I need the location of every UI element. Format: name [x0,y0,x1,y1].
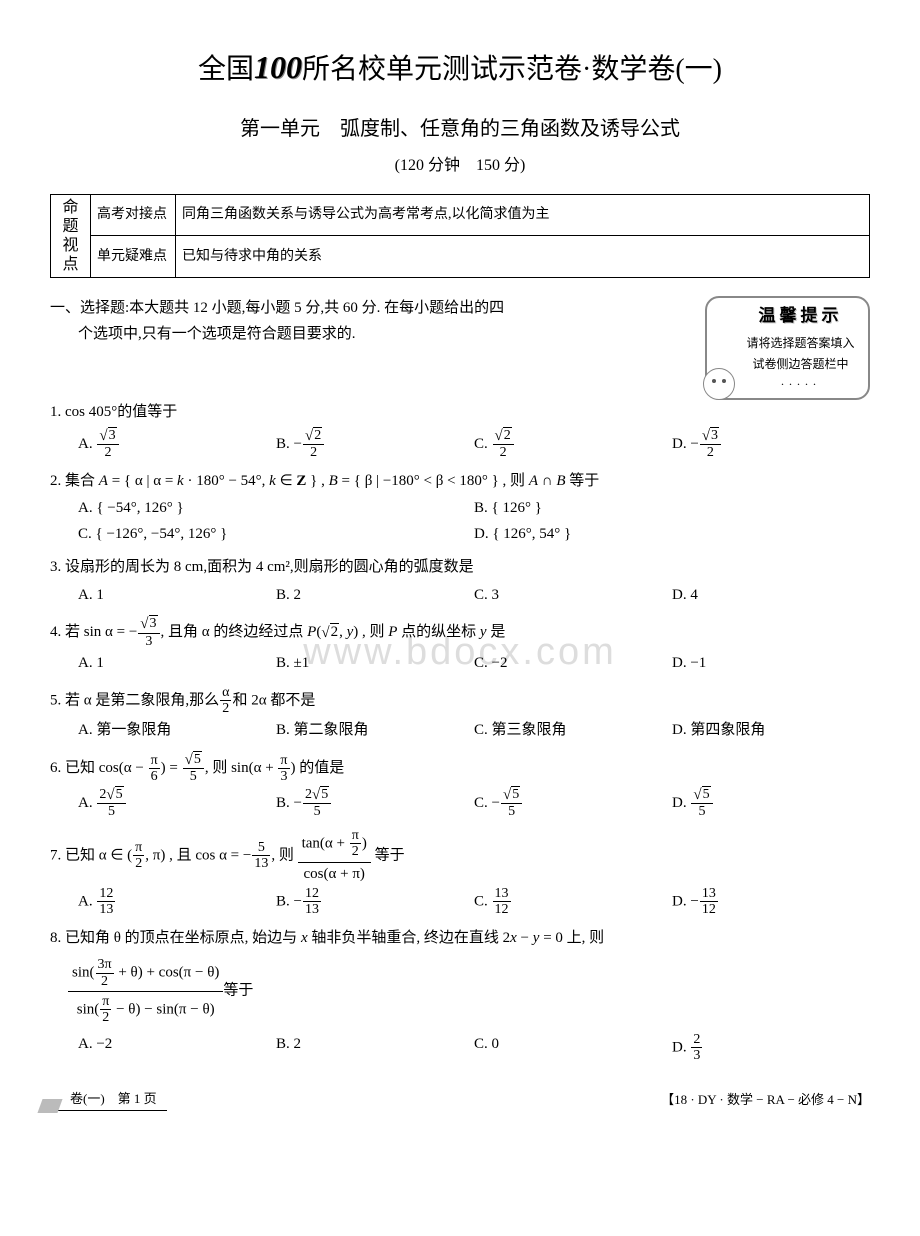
question-1: 1. cos 405°的值等于 A. √32 B. −√22 C. √22 D.… [50,400,870,460]
q7-C: C. 1312 [474,886,672,918]
timing: (120 分钟 150 分) [50,152,870,179]
q7-stem: 7. 已知 α ∈ (π2, π) , 且 cos α = −513, 则 ta… [50,828,870,884]
main-title: 全国100所名校单元测试示范卷·数学卷(一) [50,40,870,94]
q4-D: D. −1 [672,651,870,677]
q7-A: A. 1213 [78,886,276,918]
title-prefix: 全国 [198,54,254,85]
question-3: 3. 设扇形的周长为 8 cm,面积为 4 cm²,则扇形的圆心角的弧度数是 A… [50,555,870,608]
q1-B: B. −√22 [276,428,474,461]
q6-D: D. √55 [672,787,870,820]
q1-stem: 1. cos 405°的值等于 [50,400,870,426]
q2-A: A. { −54°, 126° } [78,496,474,522]
q5-stem: 5. 若 α 是第二象限角,那么α2和 2α 都不是 [50,685,870,717]
q1-D: D. −√32 [672,428,870,461]
q2-C: C. { −126°, −54°, 126° } [78,522,474,548]
q6-stem: 6. 已知 cos(α − π6) = √55, 则 sin(α + π3) 的… [50,752,870,785]
footer-left: 卷(一) 第 1 页 [50,1088,167,1111]
q3-A: A. 1 [78,583,276,609]
question-2: 2. 集合 A = { α | α = k · 180° − 54°, k ∈ … [50,469,870,548]
info-r2-label: 单元疑难点 [91,236,176,278]
q5-C: C. 第三象限角 [474,718,672,744]
q1-A: A. √32 [78,428,276,461]
q2-stem: 2. 集合 A = { α | α = k · 180° − 54°, k ∈ … [50,469,870,495]
question-4: 4. 若 sin α = −√33, 且角 α 的终边经过点 P(√2, y) … [50,616,870,676]
info-r1-content: 同角三角函数关系与诱导公式为高考常考点,以化简求值为主 [176,194,870,236]
info-side: 命题视点 [51,194,91,278]
q5-A: A. 第一象限角 [78,718,276,744]
q4-C: C. −2 [474,651,672,677]
title-suffix: 所名校单元测试示范卷·数学卷(一) [302,54,722,85]
q6-C: C. −√55 [474,787,672,820]
q8-A: A. −2 [78,1032,276,1064]
q3-B: B. 2 [276,583,474,609]
q4-A: A. 1 [78,651,276,677]
q4-stem: 4. 若 sin α = −√33, 且角 α 的终边经过点 P(√2, y) … [50,616,870,649]
info-table: 命题视点 高考对接点 同角三角函数关系与诱导公式为高考常考点,以化简求值为主 单… [50,194,870,279]
q7-B: B. −1213 [276,886,474,918]
q7-D: D. −1312 [672,886,870,918]
tip-title: 温馨提示 [737,302,864,331]
q4-B: B. ±1 [276,651,474,677]
subtitle: 第一单元 弧度制、任意角的三角函数及诱导公式 [50,112,870,146]
q2-D: D. { 126°, 54° } [474,522,870,548]
info-r2-content: 已知与待求中角的关系 [176,236,870,278]
q6-B: B. −2√55 [276,787,474,820]
title-100: 100 [254,49,302,85]
q6-A: A. 2√55 [78,787,276,820]
question-7: 7. 已知 α ∈ (π2, π) , 且 cos α = −513, 则 ta… [50,828,870,918]
question-8: 8. 已知角 θ 的顶点在坐标原点, 始边与 x 轴非负半轴重合, 终边在直线 … [50,926,870,1064]
question-6: 6. 已知 cos(α − π6) = √55, 则 sin(α + π3) 的… [50,752,870,820]
q5-B: B. 第二象限角 [276,718,474,744]
q8-D: D. 23 [672,1032,870,1064]
q8-fraction: sin(3π2 + θ) + cos(π − θ) sin(π2 − θ) − … [50,957,870,1026]
q3-D: D. 4 [672,583,870,609]
q8-B: B. 2 [276,1032,474,1064]
question-5: 5. 若 α 是第二象限角,那么α2和 2α 都不是 A. 第一象限角 B. 第… [50,685,870,744]
q5-D: D. 第四象限角 [672,718,870,744]
info-r1-label: 高考对接点 [91,194,176,236]
footer-right: 【18 · DY · 数学 − RA − 必修 4 − N】 [661,1089,870,1111]
tip-line1: 请将选择题答案填入 [737,333,864,353]
tip-line2: 试卷侧边答题栏中 ····· [737,354,864,395]
q3-C: C. 3 [474,583,672,609]
q3-stem: 3. 设扇形的周长为 8 cm,面积为 4 cm²,则扇形的圆心角的弧度数是 [50,555,870,581]
q1-C: C. √22 [474,428,672,461]
q2-B: B. { 126° } [474,496,870,522]
tip-box: 温馨提示 请将选择题答案填入 试卷侧边答题栏中 ····· [705,296,870,400]
page-footer: 卷(一) 第 1 页 【18 · DY · 数学 − RA − 必修 4 − N… [50,1088,870,1111]
q8-C: C. 0 [474,1032,672,1064]
q8-stem: 8. 已知角 θ 的顶点在坐标原点, 始边与 x 轴非负半轴重合, 终边在直线 … [50,926,870,952]
face-icon [703,368,735,400]
